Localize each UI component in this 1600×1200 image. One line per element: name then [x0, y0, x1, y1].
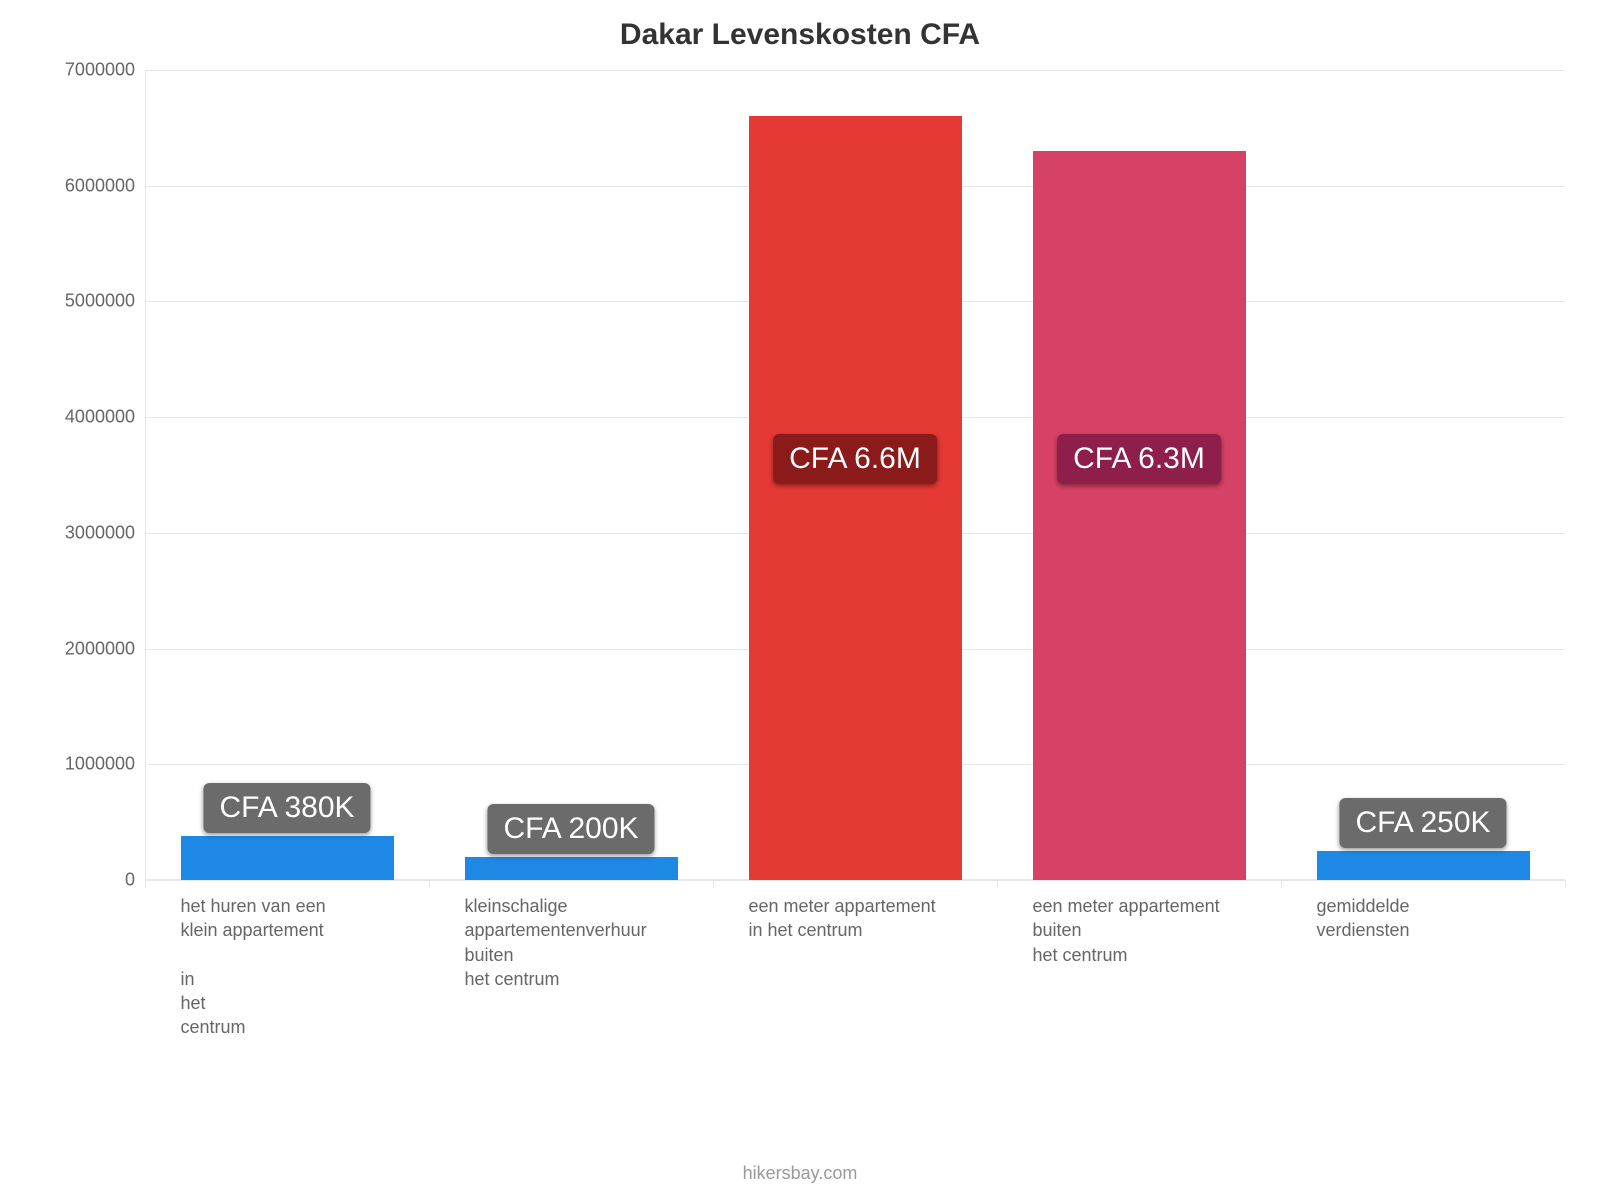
y-tick-label: 5000000 — [65, 291, 145, 312]
category-label: het huren van eenklein appartement inhet… — [181, 894, 434, 1040]
y-tick-label: 1000000 — [65, 754, 145, 775]
bar — [1033, 151, 1246, 880]
x-tick — [1281, 880, 1282, 888]
data-label: CFA 6.6M — [773, 434, 937, 484]
grid-line — [145, 880, 1565, 881]
y-tick-label: 2000000 — [65, 638, 145, 659]
category-label: gemiddeldeverdiensten — [1317, 894, 1570, 943]
x-tick — [145, 880, 146, 888]
bar — [465, 857, 678, 880]
x-tick — [713, 880, 714, 888]
y-tick-label: 4000000 — [65, 407, 145, 428]
category-label: kleinschaligeappartementenverhuurbuitenh… — [465, 894, 718, 991]
chart-container: Dakar Levenskosten CFA 01000000200000030… — [0, 0, 1600, 1200]
y-tick-label: 7000000 — [65, 60, 145, 81]
chart-title: Dakar Levenskosten CFA — [0, 18, 1600, 52]
bar — [749, 116, 962, 880]
bar — [1317, 851, 1530, 880]
bar — [181, 836, 394, 880]
y-tick-label: 6000000 — [65, 175, 145, 196]
y-tick-label: 0 — [125, 870, 145, 891]
plot-area: 0100000020000003000000400000050000006000… — [145, 70, 1565, 880]
x-tick — [1565, 880, 1566, 888]
data-label: CFA 250K — [1339, 798, 1506, 848]
y-tick-label: 3000000 — [65, 522, 145, 543]
data-label: CFA 200K — [487, 804, 654, 854]
source-caption: hikersbay.com — [0, 1163, 1600, 1184]
data-label: CFA 380K — [203, 783, 370, 833]
category-label: een meter appartementbuitenhet centrum — [1033, 894, 1286, 967]
x-tick — [429, 880, 430, 888]
grid-line — [145, 70, 1565, 71]
y-axis — [145, 70, 146, 880]
category-label: een meter appartementin het centrum — [749, 894, 1002, 943]
x-tick — [997, 880, 998, 888]
data-label: CFA 6.3M — [1057, 434, 1221, 484]
